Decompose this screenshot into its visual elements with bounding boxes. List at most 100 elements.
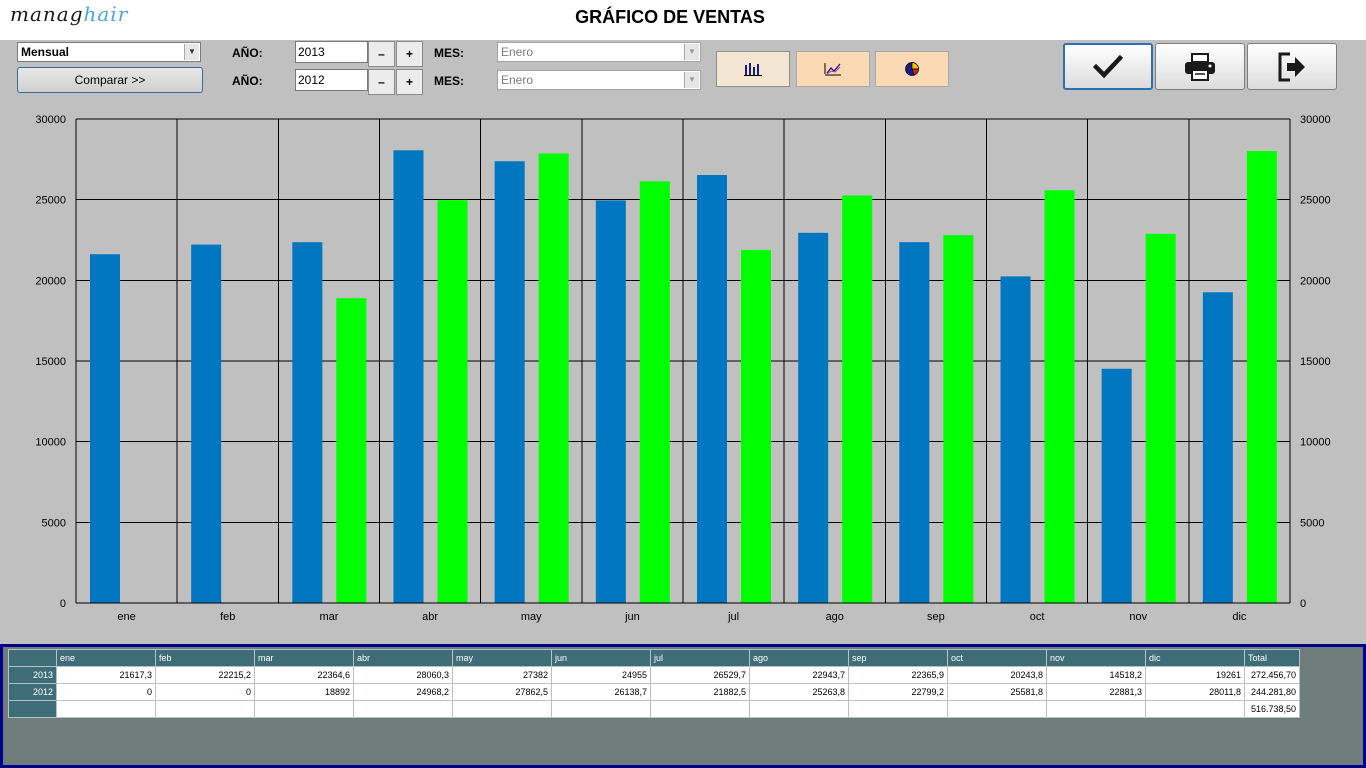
y-tick-label-left: 15000 (35, 356, 66, 368)
table-cell[interactable]: 22215,2 (155, 666, 255, 684)
year-increment-button-2[interactable]: + (396, 69, 423, 95)
bar-2013-jul (697, 174, 727, 604)
printer-icon (1185, 52, 1215, 81)
year-increment-button-1[interactable]: + (396, 41, 423, 67)
table-cell[interactable]: 21882,5 (650, 683, 750, 701)
table-cell[interactable]: 27862,5 (452, 683, 552, 701)
x-tick-label: nov (1129, 611, 1147, 623)
table-cell[interactable] (551, 700, 651, 718)
y-tick-label-left: 30000 (35, 114, 66, 126)
y-tick-label-right: 10000 (1300, 437, 1331, 449)
y-tick-label-left: 20000 (35, 275, 66, 287)
x-tick-label: abr (422, 611, 438, 623)
year-decrement-button-2[interactable]: – (368, 69, 395, 95)
page-title: GRÁFICO DE VENTAS (575, 7, 765, 27)
table-cell[interactable] (749, 700, 849, 718)
x-tick-label: mar (319, 611, 338, 623)
row-label: 2013 (8, 666, 57, 684)
table-cell[interactable] (155, 700, 255, 718)
row-label: 2012 (8, 683, 57, 701)
table-corner-cell (8, 649, 57, 667)
table-cell[interactable] (452, 700, 552, 718)
table-cell[interactable]: 0 (155, 683, 255, 701)
table-cell[interactable] (254, 700, 354, 718)
bar-2012-may (538, 153, 569, 604)
bar-2013-nov (1101, 368, 1132, 603)
table-cell[interactable] (1145, 700, 1245, 718)
y-tick-label-right: 25000 (1300, 195, 1331, 207)
exit-button[interactable] (1247, 43, 1337, 90)
table-cell[interactable] (1046, 700, 1146, 718)
table-cell[interactable]: 27382 (452, 666, 552, 684)
print-button[interactable] (1155, 43, 1245, 90)
table-row: 516.738,50 (8, 700, 1300, 718)
header-bar: managhair GRÁFICO DE VENTAS (0, 0, 1366, 40)
year-input-1[interactable]: 2013 (295, 41, 368, 63)
bar-2012-jun (639, 181, 670, 603)
table-cell[interactable]: 26529,7 (650, 666, 750, 684)
table-cell[interactable] (353, 700, 453, 718)
bar-chart-button[interactable] (716, 51, 790, 87)
row-label (8, 700, 57, 718)
x-tick-label: ago (826, 611, 844, 623)
table-cell[interactable]: 22799,2 (848, 683, 948, 701)
chevron-down-icon: ▼ (684, 72, 699, 88)
x-tick-label: jul (727, 611, 739, 623)
column-header: nov (1046, 649, 1146, 667)
table-cell[interactable]: 18892 (254, 683, 354, 701)
data-table-panel: ene feb mar abr may jun jul ago sep oct nov dic Tota… (0, 644, 1366, 768)
y-tick-label-right: 20000 (1300, 275, 1331, 287)
table-cell[interactable]: 22881,3 (1046, 683, 1146, 701)
table-cell[interactable] (650, 700, 750, 718)
column-header: jun (551, 649, 651, 667)
bar-2012-oct (1044, 190, 1075, 603)
table-cell[interactable] (56, 700, 156, 718)
bar-2012-mar (336, 298, 367, 603)
month-label-1: MES: (434, 46, 464, 60)
year-decrement-button-1[interactable]: – (368, 41, 395, 67)
table-cell[interactable]: 21617,3 (56, 666, 156, 684)
column-header: feb (155, 649, 255, 667)
table-cell[interactable]: 25263,8 (749, 683, 849, 701)
x-tick-label: feb (220, 611, 235, 623)
column-header: mar (254, 649, 354, 667)
table-cell[interactable]: 244.281,80 (1244, 683, 1300, 701)
table-cell[interactable]: 28060,3 (353, 666, 453, 684)
table-cell[interactable]: 28011,8 (1145, 683, 1245, 701)
month-label-2: MES: (434, 74, 464, 88)
bar-2012-dic (1246, 151, 1277, 603)
table-cell[interactable]: 20243,8 (947, 666, 1047, 684)
compare-button[interactable]: Comparar >> (17, 67, 203, 93)
line-chart-button[interactable] (796, 51, 870, 87)
x-tick-label: ene (117, 611, 135, 623)
table-cell[interactable]: 14518,2 (1046, 666, 1146, 684)
table-cell[interactable]: 26138,7 (551, 683, 651, 701)
month-select-1[interactable]: Enero ▼ (497, 42, 701, 62)
y-tick-label-left: 25000 (35, 195, 66, 207)
table-cell[interactable]: 516.738,50 (1244, 700, 1300, 718)
table-cell[interactable]: 0 (56, 683, 156, 701)
pie-chart-button[interactable] (875, 51, 949, 87)
year-input-2[interactable]: 2012 (295, 69, 368, 91)
x-tick-label: dic (1232, 611, 1247, 623)
table-cell[interactable]: 24955 (551, 666, 651, 684)
accept-button[interactable] (1063, 43, 1153, 90)
sales-data-table: ene feb mar abr may jun jul ago sep oct nov dic Tota… (8, 649, 1300, 718)
table-cell[interactable] (848, 700, 948, 718)
month-select-2[interactable]: Enero ▼ (497, 70, 701, 90)
exit-icon (1278, 52, 1305, 81)
x-tick-label: sep (927, 611, 945, 623)
table-cell[interactable]: 22364,6 (254, 666, 354, 684)
bar-chart-icon (744, 63, 762, 76)
table-cell[interactable]: 272.456,70 (1244, 666, 1300, 684)
chevron-down-icon: ▼ (684, 44, 699, 60)
table-cell[interactable] (947, 700, 1047, 718)
period-select[interactable]: Mensual ▼ (17, 42, 201, 62)
table-cell[interactable]: 22943,7 (749, 666, 849, 684)
bar-2013-dic (1202, 292, 1233, 603)
table-cell[interactable]: 25581,8 (947, 683, 1047, 701)
table-cell[interactable]: 22365,9 (848, 666, 948, 684)
column-header: may (452, 649, 552, 667)
table-cell[interactable]: 19261 (1145, 666, 1245, 684)
table-cell[interactable]: 24968,2 (353, 683, 453, 701)
